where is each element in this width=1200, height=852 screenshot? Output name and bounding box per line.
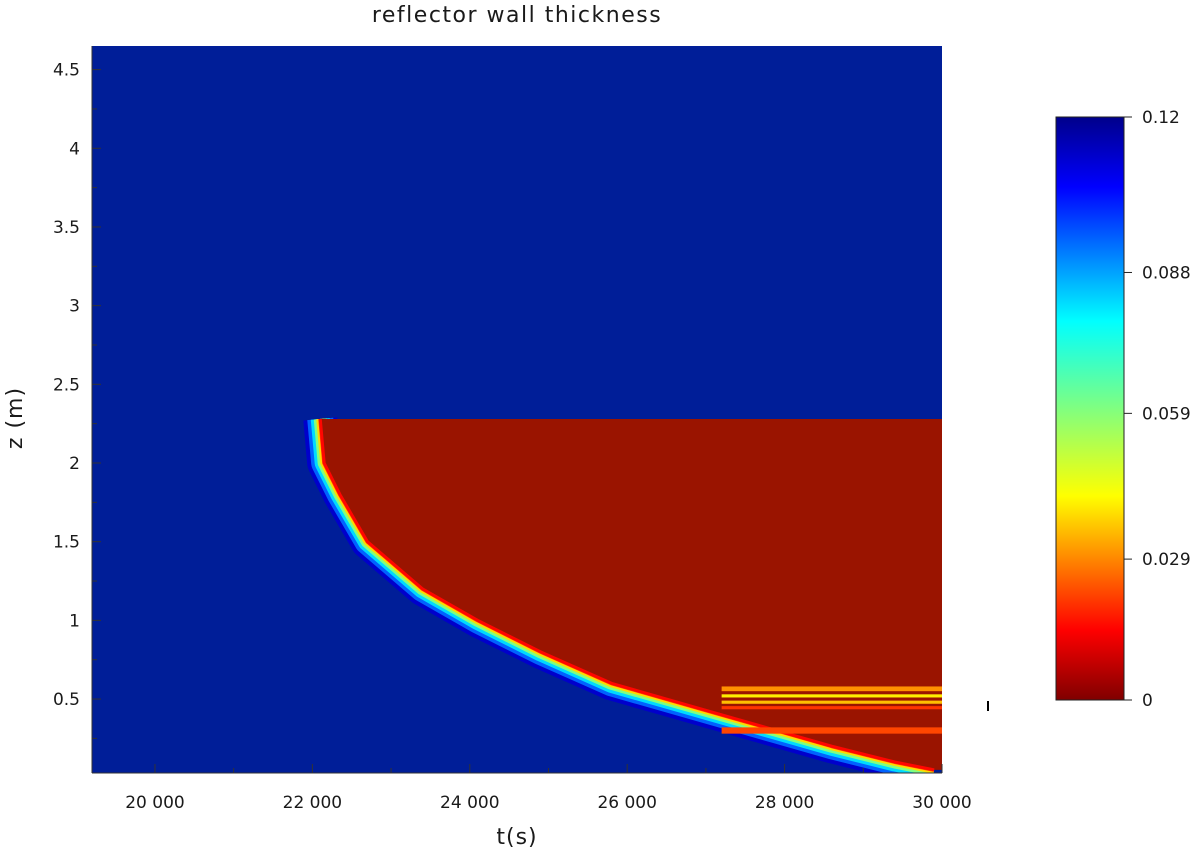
y-tick-label: 1	[69, 611, 80, 631]
y-tick-label: 2.5	[53, 375, 80, 395]
y-tick-label: 3.5	[53, 218, 80, 238]
melt-layer	[721, 686, 942, 692]
x-tick-label: 20 000	[125, 793, 184, 813]
colorbar-tick-label: 0.088	[1142, 263, 1191, 283]
y-tick-label: 3	[69, 297, 80, 317]
colorbar-gradient	[1055, 116, 1125, 701]
colorbar-tick-label: 0.059	[1142, 404, 1191, 424]
x-axis: 20 000 22 000 24 000 26 000 28 000 30 000	[92, 764, 972, 813]
colorbar-tick-label: 0	[1142, 691, 1153, 711]
x-tick-label: 30 000	[912, 793, 971, 813]
y-tick-label: 0.5	[53, 690, 80, 710]
y-tick-label: 4	[69, 139, 80, 159]
y-axis: 0.5 1 1.5 2 2.5 3 3.5 4 4.5	[53, 46, 101, 773]
y-tick-label: 4.5	[53, 61, 80, 81]
y-tick-label: 2	[69, 454, 80, 474]
x-tick-label: 26 000	[597, 793, 656, 813]
colorbar: 0 0.029 0.059 0.088 0.12	[1055, 108, 1191, 711]
ablation-front-line	[318, 418, 935, 772]
x-tick-label: 24 000	[440, 793, 499, 813]
x-tick-label: 22 000	[283, 793, 342, 813]
x-tick-label: 28 000	[755, 793, 814, 813]
melt-layer	[721, 694, 942, 698]
x-axis-title: t(s)	[496, 825, 537, 850]
y-tick-label: 1.5	[53, 533, 80, 553]
plot-area	[92, 46, 942, 773]
y-axis-title: z (m)	[3, 387, 28, 449]
melt-layer	[721, 700, 942, 704]
melt-layer	[721, 706, 942, 710]
consumed-region	[320, 418, 942, 770]
chart-title: reflector wall thickness	[372, 3, 662, 28]
colorbar-tick-label: 0.12	[1142, 108, 1180, 128]
melt-layer	[721, 727, 942, 734]
colorbar-tick-label: 0.029	[1142, 550, 1191, 570]
